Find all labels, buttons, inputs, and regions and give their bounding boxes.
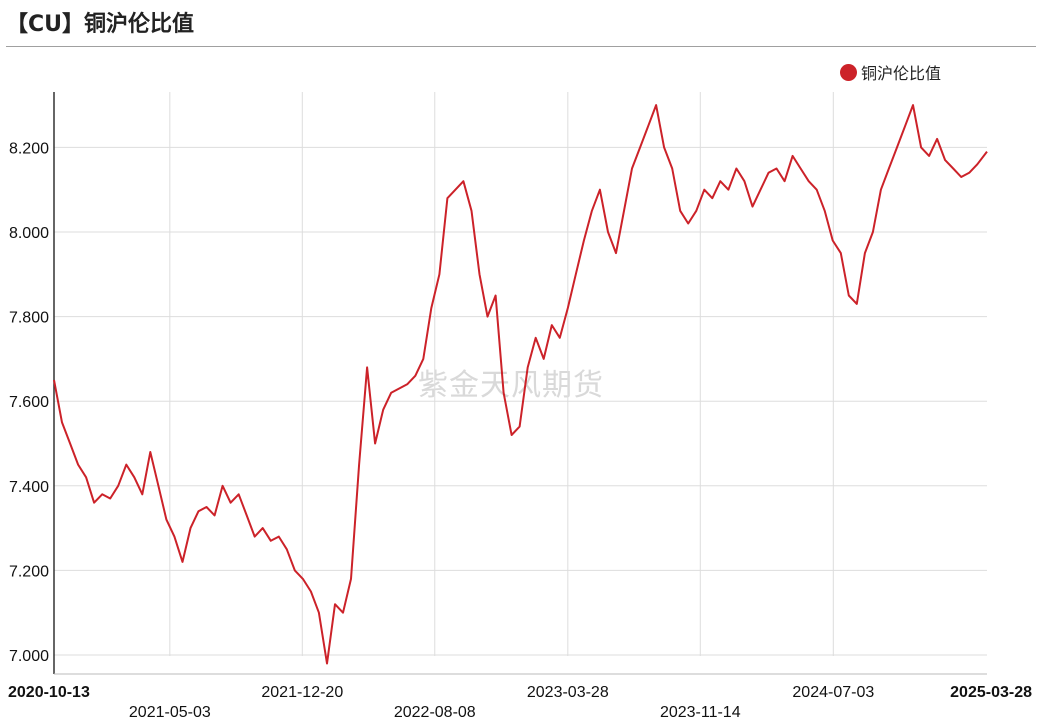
y-tick-label: 7.200 (9, 563, 49, 580)
chart-title: 【CU】铜沪伦比值 (6, 12, 195, 37)
legend-label: 铜沪伦比值 (861, 64, 942, 83)
y-tick-label: 7.400 (9, 479, 49, 496)
x-tick-label: 2023-11-14 (660, 704, 741, 721)
x-tick-label: 2023-03-28 (527, 684, 609, 701)
x-tick-label: 2021-05-03 (129, 704, 211, 721)
y-tick-label: 7.600 (9, 394, 49, 411)
x-tick-label: 2022-08-08 (394, 704, 476, 721)
y-tick-label: 8.000 (9, 225, 49, 242)
x-tick-label: 2021-12-20 (261, 684, 343, 701)
y-tick-label: 7.800 (9, 310, 49, 327)
series-line-cu-ratio (53, 104, 988, 665)
x-tick-label: 2024-07-03 (792, 684, 874, 701)
watermark: 紫金天风期货 (418, 368, 604, 403)
y-tick-label: 7.000 (9, 648, 49, 665)
title-divider (6, 46, 1036, 47)
legend: 铜沪伦比值 (840, 60, 941, 84)
y-tick-label: 8.200 (9, 140, 49, 157)
x-tick-label: 2025-03-28 (950, 684, 1032, 701)
x-tick-label: 2020-10-13 (8, 684, 90, 701)
legend-marker-icon (840, 63, 857, 81)
